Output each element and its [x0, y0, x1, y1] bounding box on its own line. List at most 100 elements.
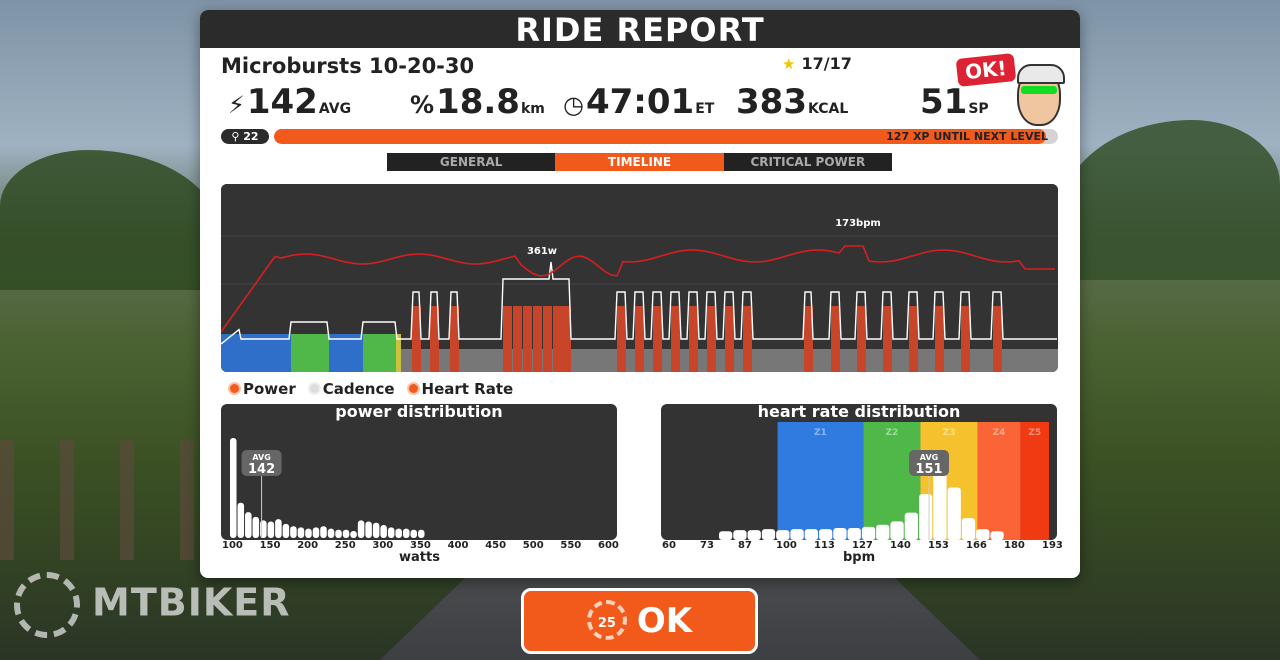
power-burst-bar [707, 306, 716, 372]
timeline-legend: Power Cadence Heart Rate [230, 380, 513, 398]
background-trees-right [1060, 120, 1280, 280]
power-dist-bar [357, 520, 365, 538]
power-burst-bar [935, 306, 944, 372]
power-tick-label: 450 [485, 540, 507, 551]
power-line [221, 261, 1057, 345]
power-burst-bar [804, 306, 813, 372]
hr-zone-label: Z1 [814, 428, 827, 438]
power-avg-badge [241, 450, 282, 476]
stat-unit: ET [695, 101, 715, 117]
stat-value: 383 [736, 82, 807, 122]
stat-value: 18.8 [436, 82, 520, 122]
hr-tick-label: 153 [928, 540, 949, 551]
power-burst-bar [523, 306, 532, 372]
tab-timeline[interactable]: TIMELINE [555, 153, 724, 171]
hr-dist-bar [804, 529, 818, 540]
power-tick-label: 150 [259, 540, 281, 551]
tab-critical-power[interactable]: CRITICAL POWER [750, 155, 866, 169]
power-dist-bar [297, 527, 305, 538]
power-dist-bar [410, 529, 417, 538]
power-burst-bar [450, 306, 459, 372]
avatar-face-icon [1017, 64, 1065, 126]
power-burst-bar [993, 306, 1002, 372]
hr-tick-label: 87 [738, 540, 752, 551]
tab-general[interactable]: GENERAL [439, 155, 503, 169]
countdown-timer-icon: 25 [586, 599, 627, 640]
legend-heart-rate[interactable]: Heart Rate [408, 380, 514, 398]
hr-dist-bar [947, 487, 961, 540]
power-burst-bar [689, 306, 698, 372]
sunglasses-icon [1021, 86, 1057, 94]
power-tick-label: 100 [222, 540, 243, 551]
report-tabs: GENERAL TIMELINE CRITICAL POWER [387, 153, 892, 171]
power-dist-bar [275, 519, 282, 538]
hr-avg-value: 151 [915, 462, 942, 477]
power-dist-bar [260, 520, 267, 538]
power-dist-bar [230, 438, 237, 538]
power-distribution-title: power distribution [335, 404, 503, 421]
power-burst-bar [430, 306, 439, 372]
hr-tick-label: 60 [662, 540, 676, 551]
power-burst-bar [412, 306, 421, 372]
power-tick-label: 550 [560, 540, 582, 551]
power-dist-bar [312, 527, 320, 538]
stat-calories: 383KCAL [736, 82, 848, 122]
power-burst-bar [553, 306, 562, 372]
ride-report-panel: RIDE REPORT Microbursts 10-20-30 ★ 17/17 … [200, 10, 1080, 578]
hr-tick-label: 73 [700, 540, 714, 551]
hr-dist-bar [847, 527, 861, 540]
hr-avg-badge [909, 450, 949, 476]
stat-value: 51 [920, 82, 968, 122]
hr-peak-label: 173bpm [835, 218, 881, 229]
power-distribution-chart: AVG 142 power distribution [221, 404, 617, 540]
legend-power[interactable]: Power [230, 380, 296, 398]
cap-icon [1017, 64, 1065, 84]
stat-unit: km [520, 101, 545, 117]
power-burst-bar [743, 306, 752, 372]
hr-zone-band [977, 422, 1021, 540]
hr-xlabel: bpm [843, 550, 876, 565]
hr-dist-bar [933, 458, 947, 540]
hr-zone-label: Z4 [993, 428, 1006, 438]
stat-distance: %18.8km [410, 82, 545, 122]
hr-zone-band [1020, 422, 1049, 540]
xp-remaining-text: 127 XP UNTIL NEXT LEVEL [886, 130, 1048, 143]
heart-rate-line [221, 245, 1055, 333]
power-tick-label: 600 [598, 540, 619, 551]
power-burst-bar [883, 306, 892, 372]
legend-heart-rate-label: Heart Rate [421, 380, 514, 398]
ride-report-title: RIDE REPORT [200, 10, 1080, 49]
power-burst-bar [961, 306, 970, 372]
power-zone-band [329, 334, 363, 372]
power-burst-bar [725, 306, 734, 372]
hr-dist-bar [819, 529, 833, 540]
hr-dist-bar [919, 494, 933, 540]
hr-dist-bar [890, 521, 904, 540]
hr-dist-bar [976, 529, 990, 540]
power-tick-label: 250 [334, 540, 356, 551]
legend-power-label: Power [243, 380, 296, 398]
power-avg-label: AVG [252, 453, 270, 462]
hr-dist-bar [876, 524, 890, 540]
power-burst-bar [909, 306, 918, 372]
hr-tick-label: 180 [1004, 540, 1025, 551]
stat-value: 47:01 [585, 82, 695, 122]
stat-unit: KCAL [807, 101, 849, 117]
power-burst-bar [562, 306, 571, 372]
ok-button[interactable]: 25 OK [521, 588, 758, 654]
ok-button-label: OK [636, 601, 693, 641]
power-zone-band [221, 334, 291, 372]
legend-cadence-label: Cadence [322, 380, 395, 398]
bike-icon: ⚲ [231, 130, 244, 143]
legend-cadence[interactable]: Cadence [309, 380, 395, 398]
hr-dist-bar [790, 529, 804, 540]
hr-tick-label: 166 [966, 540, 987, 551]
gear-logo-icon [14, 572, 80, 638]
hr-tick-label: 193 [1042, 540, 1063, 551]
workout-name: Microbursts 10-20-30 [221, 54, 475, 78]
power-dist-bar [245, 512, 252, 538]
star-icon: ★ [782, 55, 796, 73]
hr-dist-bar [833, 527, 847, 540]
level-number: 22 [243, 130, 259, 143]
stat-avg-power: ⚡142AVG [228, 82, 351, 122]
